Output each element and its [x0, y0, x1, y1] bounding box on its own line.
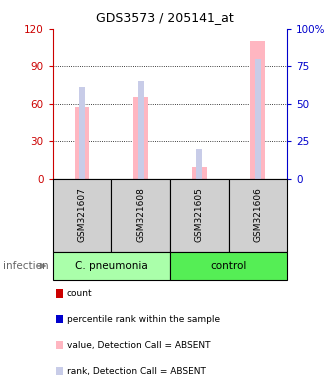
Text: C. pneumonia: C. pneumonia — [75, 261, 148, 271]
Text: percentile rank within the sample: percentile rank within the sample — [67, 315, 220, 324]
Text: GSM321606: GSM321606 — [253, 188, 262, 242]
Text: GDS3573 / 205141_at: GDS3573 / 205141_at — [96, 11, 234, 24]
Text: GSM321607: GSM321607 — [78, 188, 86, 242]
Bar — [133, 98, 148, 179]
Text: control: control — [210, 261, 247, 271]
Text: GSM321608: GSM321608 — [136, 188, 145, 242]
Bar — [138, 81, 144, 179]
Bar — [79, 87, 85, 179]
Text: GSM321605: GSM321605 — [195, 188, 204, 242]
Bar — [255, 59, 261, 179]
Bar — [192, 167, 207, 179]
Text: count: count — [67, 289, 92, 298]
Text: rank, Detection Call = ABSENT: rank, Detection Call = ABSENT — [67, 367, 206, 376]
Bar — [75, 108, 89, 179]
Bar — [196, 149, 202, 179]
Bar — [250, 41, 265, 179]
Text: infection: infection — [3, 261, 49, 271]
Text: value, Detection Call = ABSENT: value, Detection Call = ABSENT — [67, 341, 210, 349]
